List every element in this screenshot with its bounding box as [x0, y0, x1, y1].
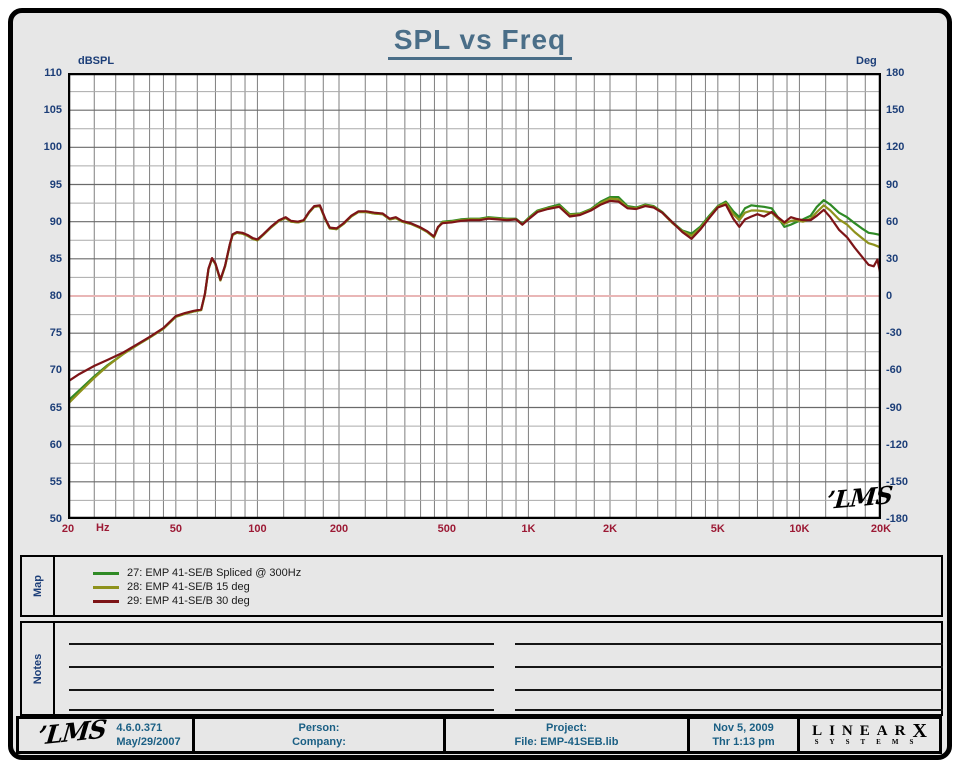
notes-panel-body: [55, 623, 943, 714]
footer-version-cell: ’LMS 4.6.0.371 May/29/2007: [19, 719, 192, 751]
legend-label: 27: EMP 41-SE/B Spliced @ 300Hz: [127, 567, 302, 579]
notes-rule-line: [515, 709, 943, 711]
legend-label: 28: EMP 41-SE/B 15 deg: [127, 581, 250, 593]
notes-rule-line: [515, 643, 943, 645]
software-version-date: May/29/2007: [116, 736, 181, 748]
linearx-logo-x: X: [912, 720, 927, 742]
curve-legend: 27: EMP 41-SE/B Spliced @ 300Hz 28: EMP 4…: [93, 566, 301, 608]
map-panel-body: 27: EMP 41-SE/B Spliced @ 300Hz 28: EMP 4…: [55, 557, 941, 615]
lms-watermark: ’LMS: [825, 479, 894, 516]
notes-rule-line: [69, 666, 494, 668]
notes-rule-line: [515, 689, 943, 691]
left-axis-tick: 65: [49, 401, 62, 414]
linearx-logo: LINEARX: [812, 720, 927, 742]
spl-frequency-plot: [68, 73, 881, 519]
legend-swatch: [93, 571, 119, 575]
chart-title: SPL vs Freq: [387, 24, 573, 60]
left-axis-unit-label: dBSPL: [78, 55, 115, 67]
legend-entry: 28: EMP 41-SE/B 15 deg: [93, 580, 301, 594]
right-axis-tick: -120: [886, 438, 909, 451]
notes-rule-line: [515, 666, 943, 668]
right-axis-tick: 30: [886, 252, 899, 265]
report-date: Nov 5, 2009: [713, 722, 774, 734]
notes-panel: Notes: [20, 621, 943, 716]
linearx-systems-text: SYSTEMS: [814, 738, 925, 746]
right-axis-unit-label: Deg: [856, 55, 877, 67]
notes-rule-line: [69, 689, 494, 691]
x-axis-tick: 5K: [710, 523, 725, 535]
map-panel-label: Map: [31, 575, 44, 597]
notes-panel-label: Notes: [31, 653, 44, 684]
legend-entry: 27: EMP 41-SE/B Spliced @ 300Hz: [93, 566, 301, 580]
left-axis-tick: 60: [49, 438, 62, 451]
legend-swatch: [93, 599, 119, 603]
left-axis-tick: 110: [44, 67, 62, 79]
software-version: 4.6.0.371: [116, 722, 163, 734]
right-axis-tick: -180: [886, 513, 909, 525]
left-axis-tick: 75: [49, 327, 62, 340]
footer-bar: ’LMS 4.6.0.371 May/29/2007 Person: Compa…: [16, 716, 942, 754]
right-axis-tick: 180: [886, 67, 905, 79]
map-panel: Map 27: EMP 41-SE/B Spliced @ 300Hz 28: E…: [20, 555, 943, 617]
notes-label-cell: Notes: [22, 623, 55, 714]
report-time: Thr 1:13 pm: [712, 736, 775, 748]
footer-project-cell: Project: File: EMP-41SEB.lib: [443, 719, 687, 751]
x-axis-tick: 500: [437, 523, 456, 535]
person-label: Person:: [298, 722, 340, 734]
file-label: File: EMP-41SEB.lib: [514, 736, 619, 748]
footer-datetime-cell: Nov 5, 2009 Thr 1:13 pm: [687, 719, 797, 751]
x-axis-tick: 10K: [789, 523, 810, 535]
legend-label: 29: EMP 41-SE/B 30 deg: [127, 595, 250, 607]
x-axis-unit-label: Hz: [96, 522, 110, 534]
company-label: Company:: [292, 736, 346, 748]
legend-entry: 29: EMP 41-SE/B 30 deg: [93, 594, 301, 608]
x-axis-tick: 200: [329, 523, 349, 535]
x-axis-tick: 2K: [602, 523, 618, 535]
legend-swatch: [93, 585, 119, 589]
curve-series-3: [68, 199, 881, 383]
left-axis-tick: 105: [43, 104, 62, 117]
left-axis-tick: 95: [49, 178, 62, 191]
x-axis-tick: 100: [248, 523, 267, 535]
left-axis-tick: 50: [49, 513, 62, 525]
x-axis-tick: 20K: [870, 523, 892, 535]
right-axis-tick: -30: [886, 327, 902, 340]
right-axis-tick: 90: [886, 178, 899, 191]
x-axis-tick: 20: [61, 523, 75, 535]
lms-logo: ’LMS: [37, 719, 108, 751]
right-axis-tick: -60: [886, 364, 902, 377]
left-axis-tick: 80: [49, 290, 62, 302]
left-axis-tick: 90: [49, 215, 62, 228]
project-label: Project:: [546, 722, 587, 734]
footer-brand-cell: LINEARX SYSTEMS: [797, 719, 939, 751]
x-axis-tick: 50: [169, 523, 182, 535]
x-axis-tick: 1K: [521, 523, 536, 535]
map-label-cell: Map: [22, 557, 55, 615]
right-axis-tick: -90: [886, 401, 902, 414]
footer-person-cell: Person: Company:: [192, 719, 443, 751]
chart-title-row: SPL vs Freq: [0, 24, 960, 60]
left-axis-tick: 55: [49, 475, 62, 488]
notes-rule-line: [69, 709, 494, 711]
right-axis-tick: 60: [886, 215, 899, 228]
left-axis-tick: 100: [43, 141, 62, 154]
right-axis-tick: -150: [886, 475, 909, 488]
left-axis-tick: 85: [49, 252, 62, 265]
right-axis-tick: 150: [886, 104, 905, 117]
left-axis-tick: 70: [49, 364, 62, 377]
right-axis-tick: 0: [886, 290, 893, 302]
notes-rule-line: [69, 643, 494, 645]
right-axis-tick: 120: [886, 141, 905, 154]
